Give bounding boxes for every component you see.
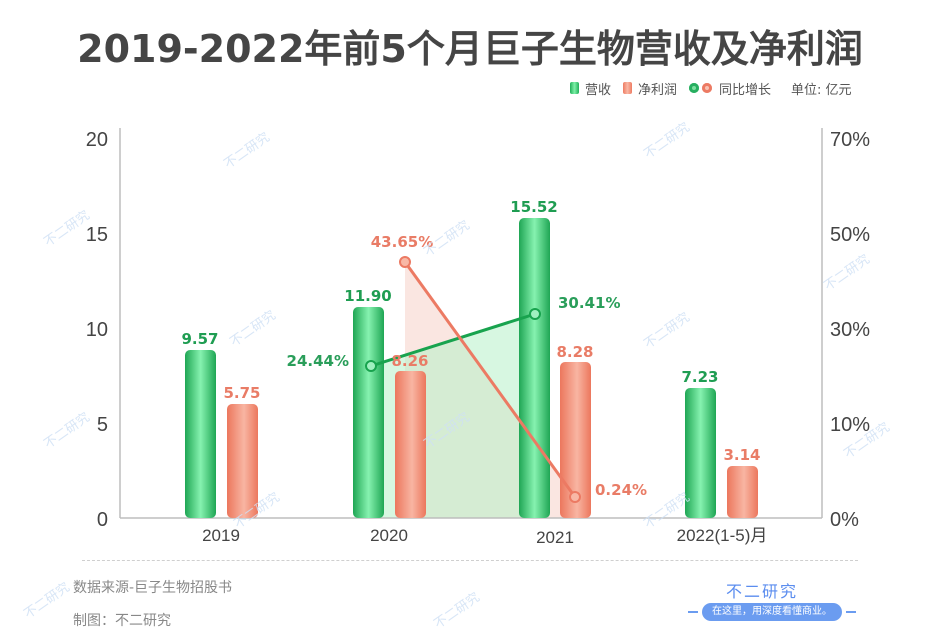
right-tick: 0% [830,509,859,531]
unit-label: 单位: 亿元 [791,82,852,98]
x-tick-label: 2021 [536,528,574,547]
chart-title: 2019-2022年前5个月巨子生物营收及净利润 [77,27,863,71]
profit-growth-dot-icon [702,83,713,93]
legend-yoy-growth: 同比增长 [719,82,772,98]
profit-value-label: 5.75 [223,384,260,402]
slogan-dash-right [846,611,856,613]
profit-bar-2021 [560,362,591,518]
profit-growth-line [403,261,577,498]
profit-growth-point [569,491,581,503]
profit-bar-2022 [727,466,758,518]
profit-growth-label: 0.24% [595,481,647,499]
revenue-swatch-icon [570,82,579,94]
profit-value-label: 3.14 [723,446,760,464]
left-tick: 10 [86,319,108,341]
legend-revenue: 营收 [585,82,612,98]
profit-bar-2020 [395,371,426,518]
chart-maker: 制图：不二研究 [73,613,171,629]
revenue-value-label: 7.23 [681,368,718,386]
revenue-bar-2020 [353,307,384,518]
revenue-growth-point [529,308,541,320]
revenue-bar-2022 [685,388,716,518]
left-tick: 5 [97,414,108,436]
revenue-value-label: 11.90 [344,287,391,305]
left-tick: 15 [86,224,108,246]
x-tick-label: 2022(1-5)月 [677,526,768,545]
revenue-bar-2021 [519,218,550,518]
revenue-bar-2019 [185,350,216,518]
brand-logo: 不二研究 [726,582,799,601]
brand-slogan: 在这里，用深度看懂商业。 [702,603,842,621]
right-tick: 70% [830,129,870,151]
x-tick-label: 2019 [202,526,240,545]
revenue-value-label: 9.57 [181,330,218,348]
profit-growth-label: 43.65% [371,233,433,251]
x-tick-label: 2020 [370,526,408,545]
revenue-growth-line [370,312,536,368]
profit-value-label: 8.26 [391,352,428,370]
revenue-value-label: 15.52 [510,198,557,216]
slogan-dash-left [688,611,698,613]
footer-divider [82,560,858,561]
revenue-growth-dot-icon [689,83,700,93]
chart-legend: 营收 净利润 同比增长 单位: 亿元 [570,78,852,98]
profit-bar-2019 [227,404,258,518]
revenue-growth-point [365,360,377,372]
right-tick: 10% [830,414,870,436]
revenue-growth-label: 30.41% [558,294,620,312]
net-profit-swatch-icon [623,82,633,94]
right-tick: 30% [830,319,870,341]
profit-growth-point [399,256,411,268]
data-source: 数据来源-巨子生物招股书 [73,580,233,596]
revenue-growth-label: 24.44% [287,352,349,370]
right-tick: 50% [830,224,870,246]
legend-net-profit: 净利润 [638,82,678,98]
left-tick: 20 [86,129,108,151]
left-tick: 0 [97,509,108,531]
profit-value-label: 8.28 [556,343,593,361]
